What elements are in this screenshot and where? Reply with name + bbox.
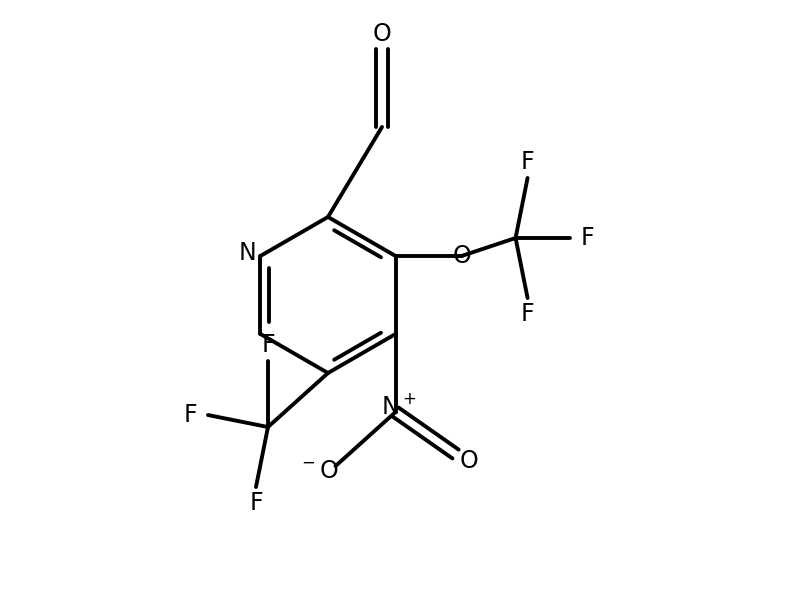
Text: F: F <box>521 301 534 325</box>
Text: F: F <box>261 333 274 357</box>
Text: F: F <box>249 491 262 515</box>
Text: N: N <box>238 241 256 265</box>
Text: F: F <box>183 403 197 427</box>
Text: N$^+$: N$^+$ <box>381 394 416 419</box>
Text: O: O <box>373 22 391 46</box>
Text: F: F <box>521 150 534 174</box>
Text: O: O <box>452 244 471 268</box>
Text: O: O <box>459 449 478 473</box>
Text: $^-$O: $^-$O <box>298 459 339 483</box>
Text: F: F <box>581 226 594 250</box>
